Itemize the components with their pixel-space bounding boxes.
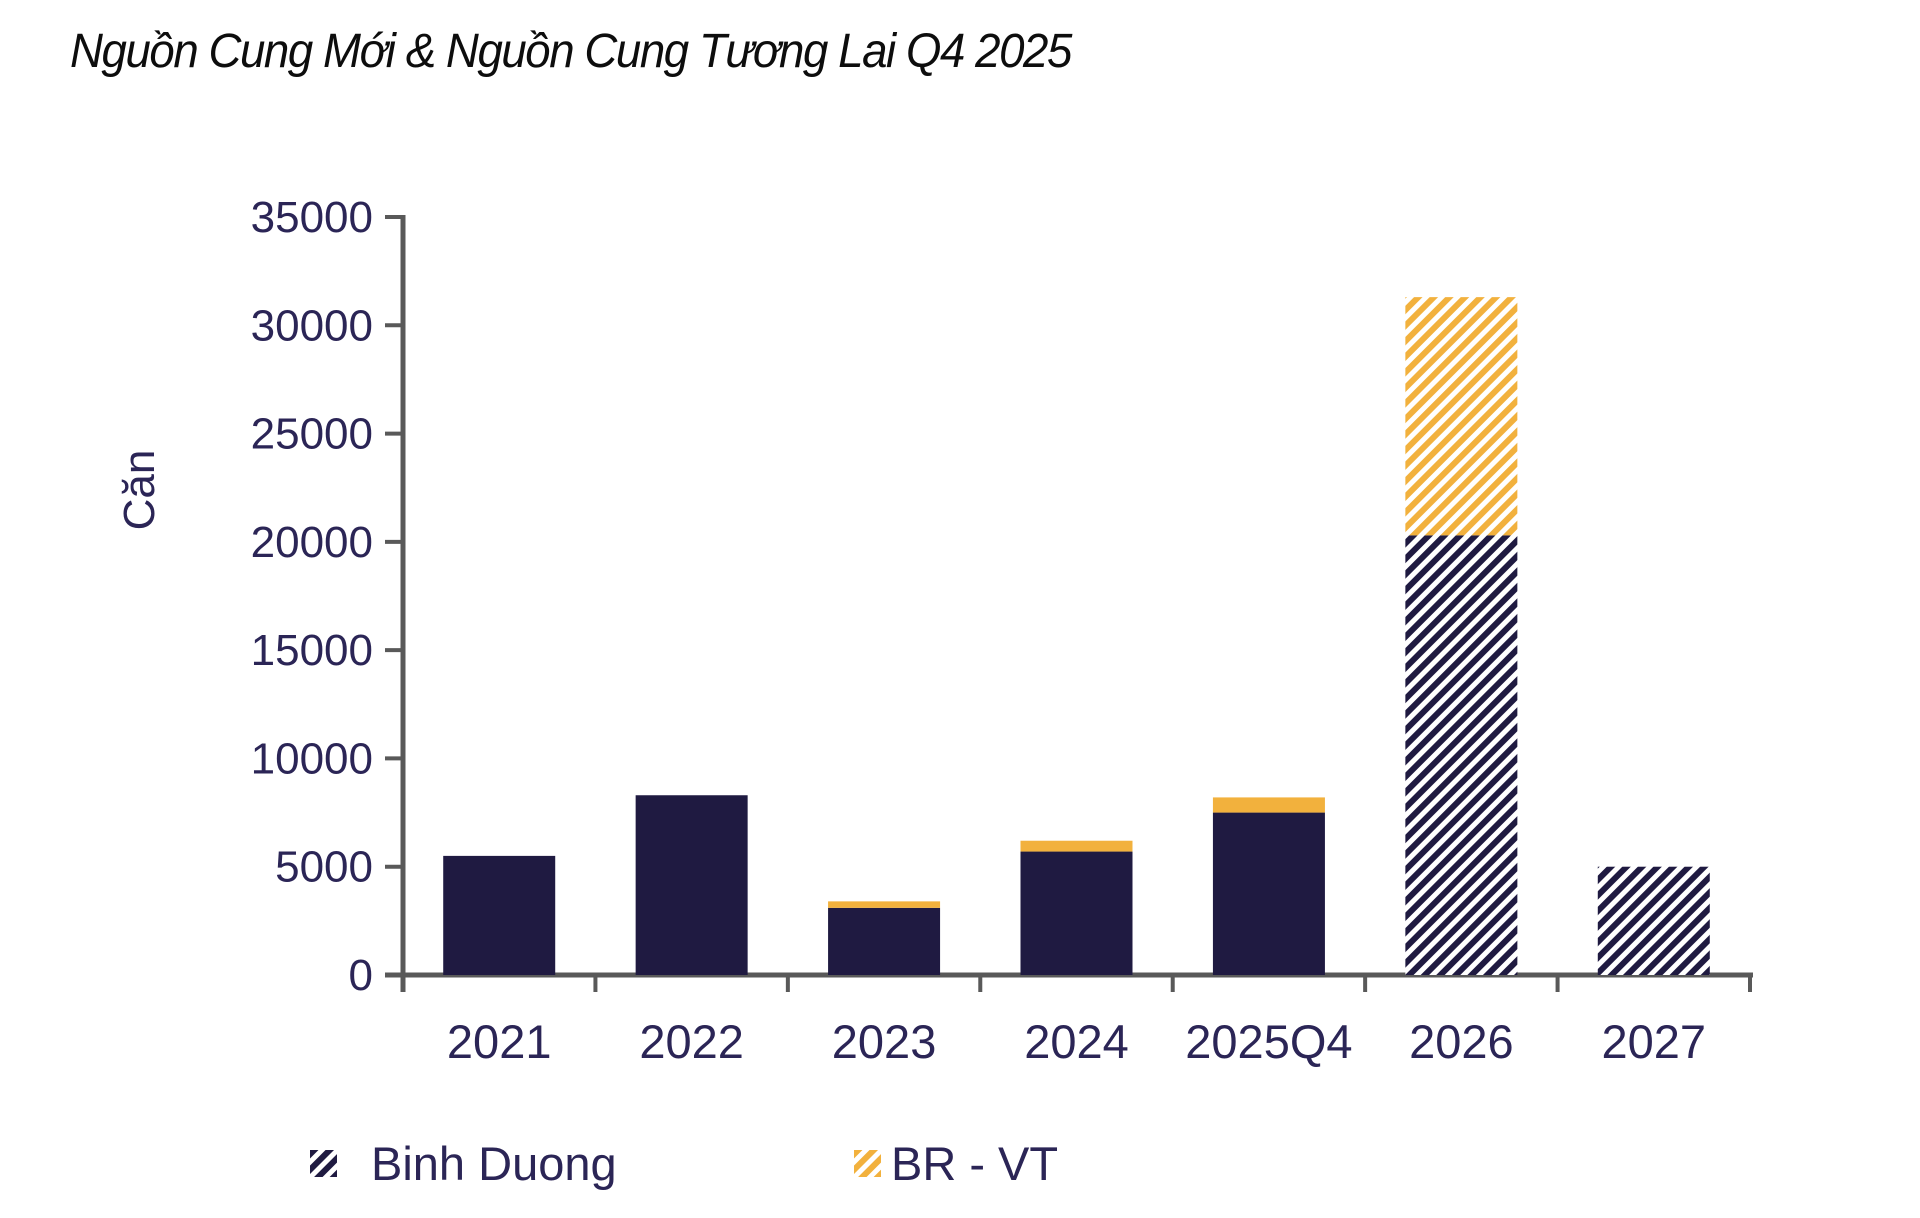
y-tick-label-35000: 35000 [251,193,373,242]
legend-swatch-binh-duong-icon [310,1149,337,1177]
y-tick-label-10000: 10000 [251,734,373,783]
legend-label-br-vt: BR - VT [891,1136,1059,1190]
y-tick-label-25000: 25000 [251,410,373,459]
bar-2023-binh-duong [828,907,941,975]
bar-2026-binh-duong [1405,535,1518,975]
y-tick-label-30000: 30000 [251,301,373,350]
y-tick-label-15000: 15000 [251,626,373,675]
chart-legend: Binh Duong BR - VT [0,1128,1920,1198]
x-tick-label-2022: 2022 [639,1015,744,1068]
bar-2024-binh-duong [1020,851,1133,975]
legend-swatch-br-vt-icon [854,1149,881,1177]
bar-2023-br-vt [828,901,941,908]
x-tick-label-2024: 2024 [1024,1015,1129,1068]
x-tick-label-2026: 2026 [1409,1015,1514,1068]
x-tick-label-2025q4: 2025Q4 [1185,1015,1352,1068]
legend-label-binh-duong: Binh Duong [371,1136,617,1190]
y-tick-label-20000: 20000 [251,518,373,567]
x-tick-label-2023: 2023 [832,1015,937,1068]
x-tick-label-2027: 2027 [1602,1015,1707,1068]
chart-title: Nguồn Cung Mới & Nguồn Cung Tương Lai Q4… [70,25,1072,78]
legend-item-binh-duong: Binh Duong [310,1128,617,1198]
x-tick-label-2021: 2021 [447,1015,552,1068]
bar-2027-binh-duong [1597,866,1710,975]
bar-2025q4-binh-duong [1212,812,1325,975]
y-tick-label-0: 0 [349,951,373,1000]
bar-2024-br-vt [1020,840,1133,852]
bar-2025q4-br-vt [1212,797,1325,813]
legend-item-br-vt: BR - VT [854,1128,1058,1198]
bar-2021-binh-duong [443,855,556,975]
bar-2026-br-vt [1405,297,1518,536]
bar-2022-binh-duong [635,795,748,975]
y-tick-label-5000: 5000 [275,843,373,892]
